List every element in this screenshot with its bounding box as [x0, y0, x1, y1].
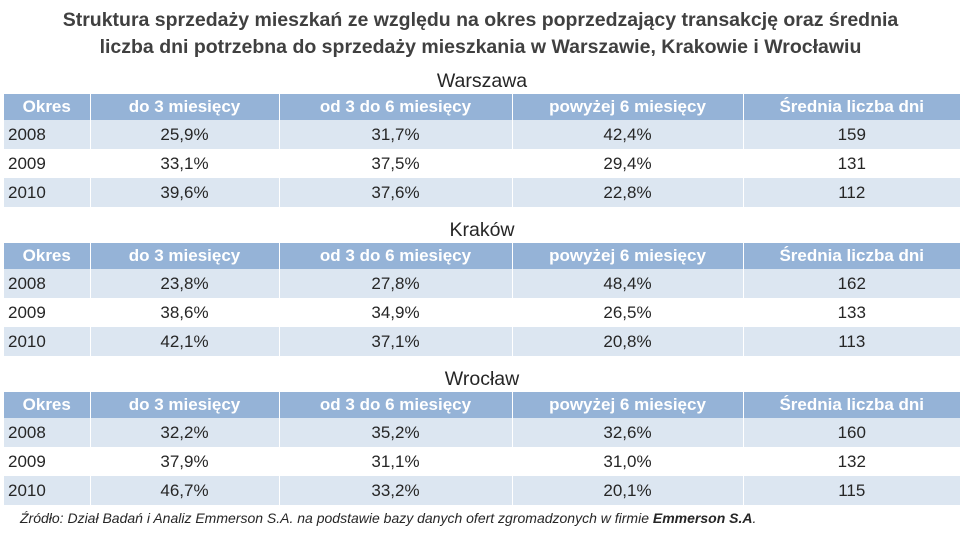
value-cell: 25,9% [90, 120, 280, 149]
column-header: Średnia liczba dni [743, 392, 960, 418]
value-cell: 33,2% [279, 476, 513, 505]
column-header: Okres [4, 392, 91, 418]
city-title: Wrocław [444, 368, 520, 390]
column-header: od 3 do 6 miesięcy [279, 243, 513, 269]
period-cell: 2009 [4, 149, 91, 178]
column-header: do 3 miesięcy [90, 392, 280, 418]
value-cell: 31,1% [279, 447, 513, 476]
value-cell: 48,4% [512, 269, 744, 298]
value-cell: 115 [743, 476, 960, 505]
period-cell: 2009 [4, 298, 91, 327]
city-section: Warszawa Okres do 3 miesięcy od 3 do 6 mies… [4, 68, 960, 207]
column-header: od 3 do 6 miesięcy [279, 392, 513, 418]
period-cell: 2008 [4, 120, 91, 149]
value-cell: 42,4% [512, 120, 744, 149]
city-section: Wrocław Okres do 3 miesięcy od 3 do 6 miesi… [4, 366, 960, 505]
column-header: powyżej 6 miesięcy [512, 243, 744, 269]
column-header: powyżej 6 miesięcy [512, 392, 744, 418]
column-header: od 3 do 6 miesięcy [279, 94, 513, 120]
table-row: 2008 25,9% 31,7% 42,4% 159 [4, 120, 960, 149]
value-cell: 32,6% [512, 418, 744, 447]
source-end: . [752, 510, 757, 526]
column-header: do 3 miesięcy [90, 243, 280, 269]
value-cell: 160 [743, 418, 960, 447]
data-table: Okres do 3 miesięcy od 3 do 6 miesięcy powy… [4, 243, 960, 356]
source-text: Źródło: Dział Badań i Analiz Emmerson S.… [20, 510, 653, 526]
title-line-1: Struktura sprzedaży mieszkań ze względu … [62, 9, 899, 31]
header-row: Okres do 3 miesięcy od 3 do 6 miesięcy powy… [4, 243, 960, 269]
title-line-2: liczba dni potrzebna do sprzedaży mieszk… [99, 36, 862, 58]
value-cell: 23,8% [90, 269, 280, 298]
table-row: 2008 32,2% 35,2% 32,6% 160 [4, 418, 960, 447]
value-cell: 112 [743, 178, 960, 207]
table-row: 2010 46,7% 33,2% 20,1% 115 [4, 476, 960, 505]
value-cell: 162 [743, 269, 960, 298]
value-cell: 37,6% [279, 178, 513, 207]
period-cell: 2008 [4, 418, 91, 447]
value-cell: 46,7% [90, 476, 280, 505]
period-cell: 2010 [4, 178, 91, 207]
value-cell: 27,8% [279, 269, 513, 298]
data-table: Okres do 3 miesięcy od 3 do 6 miesięcy powy… [4, 392, 960, 505]
source-company: Emmerson S.A [652, 510, 753, 526]
value-cell: 133 [743, 298, 960, 327]
value-cell: 26,5% [512, 298, 744, 327]
table-row: 2010 39,6% 37,6% 22,8% 112 [4, 178, 960, 207]
value-cell: 31,7% [279, 120, 513, 149]
city-title: Kraków [449, 219, 515, 241]
value-cell: 38,6% [90, 298, 280, 327]
value-cell: 31,0% [512, 447, 744, 476]
value-cell: 37,1% [279, 327, 513, 356]
value-cell: 42,1% [90, 327, 280, 356]
value-cell: 159 [743, 120, 960, 149]
column-header: Średnia liczba dni [743, 243, 960, 269]
table-row: 2009 38,6% 34,9% 26,5% 133 [4, 298, 960, 327]
value-cell: 29,4% [512, 149, 744, 178]
value-cell: 37,9% [90, 447, 280, 476]
data-table: Okres do 3 miesięcy od 3 do 6 miesięcy powy… [4, 94, 960, 207]
value-cell: 33,1% [90, 149, 280, 178]
value-cell: 32,2% [90, 418, 280, 447]
column-header: Okres [4, 94, 91, 120]
column-header: do 3 miesięcy [90, 94, 280, 120]
table-row: 2010 42,1% 37,1% 20,8% 113 [4, 327, 960, 356]
city-title: Warszawa [436, 70, 528, 92]
value-cell: 20,8% [512, 327, 744, 356]
value-cell: 22,8% [512, 178, 744, 207]
column-header: powyżej 6 miesięcy [512, 94, 744, 120]
period-cell: 2009 [4, 447, 91, 476]
city-section: Kraków Okres do 3 miesięcy od 3 do 6 miesię… [4, 217, 960, 356]
header-row: Okres do 3 miesięcy od 3 do 6 miesięcy powy… [4, 94, 960, 120]
period-cell: 2010 [4, 476, 91, 505]
table-row: 2008 23,8% 27,8% 48,4% 162 [4, 269, 960, 298]
header-row: Okres do 3 miesięcy od 3 do 6 miesięcy powy… [4, 392, 960, 418]
column-header: Okres [4, 243, 91, 269]
source-note: Źródło: Dział Badań i Analiz Emmerson S.… [20, 510, 756, 526]
value-cell: 34,9% [279, 298, 513, 327]
value-cell: 131 [743, 149, 960, 178]
table-row: 2009 37,9% 31,1% 31,0% 132 [4, 447, 960, 476]
table-row: 2009 33,1% 37,5% 29,4% 131 [4, 149, 960, 178]
value-cell: 113 [743, 327, 960, 356]
period-cell: 2008 [4, 269, 91, 298]
value-cell: 35,2% [279, 418, 513, 447]
chart-title: Struktura sprzedaży mieszkań ze względu … [0, 7, 961, 61]
value-cell: 132 [743, 447, 960, 476]
value-cell: 37,5% [279, 149, 513, 178]
column-header: Średnia liczba dni [743, 94, 960, 120]
value-cell: 20,1% [512, 476, 744, 505]
value-cell: 39,6% [90, 178, 280, 207]
period-cell: 2010 [4, 327, 91, 356]
